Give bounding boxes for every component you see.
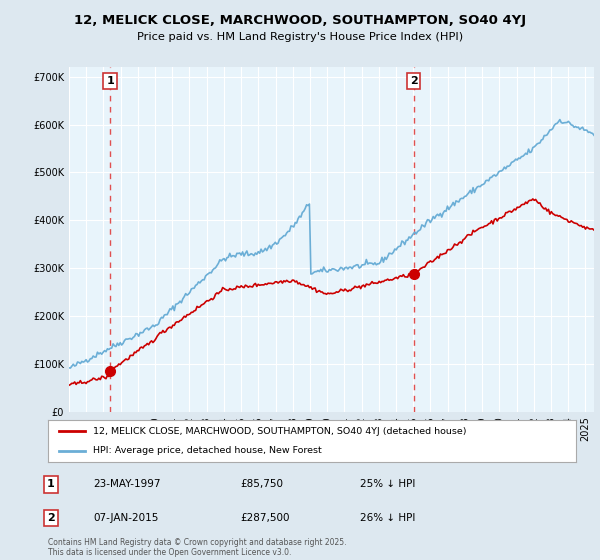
- Text: 1: 1: [47, 479, 55, 489]
- Text: 23-MAY-1997: 23-MAY-1997: [93, 479, 161, 489]
- Text: 07-JAN-2015: 07-JAN-2015: [93, 513, 158, 523]
- Text: 2: 2: [410, 76, 418, 86]
- Text: 26% ↓ HPI: 26% ↓ HPI: [360, 513, 415, 523]
- Text: 25% ↓ HPI: 25% ↓ HPI: [360, 479, 415, 489]
- Text: Price paid vs. HM Land Registry's House Price Index (HPI): Price paid vs. HM Land Registry's House …: [137, 32, 463, 43]
- Text: HPI: Average price, detached house, New Forest: HPI: Average price, detached house, New …: [93, 446, 322, 455]
- Text: 12, MELICK CLOSE, MARCHWOOD, SOUTHAMPTON, SO40 4YJ: 12, MELICK CLOSE, MARCHWOOD, SOUTHAMPTON…: [74, 14, 526, 27]
- Text: £85,750: £85,750: [240, 479, 283, 489]
- Text: 1: 1: [106, 76, 114, 86]
- Text: 2: 2: [47, 513, 55, 523]
- Text: £287,500: £287,500: [240, 513, 290, 523]
- Text: Contains HM Land Registry data © Crown copyright and database right 2025.
This d: Contains HM Land Registry data © Crown c…: [48, 538, 347, 557]
- Text: 12, MELICK CLOSE, MARCHWOOD, SOUTHAMPTON, SO40 4YJ (detached house): 12, MELICK CLOSE, MARCHWOOD, SOUTHAMPTON…: [93, 427, 466, 436]
